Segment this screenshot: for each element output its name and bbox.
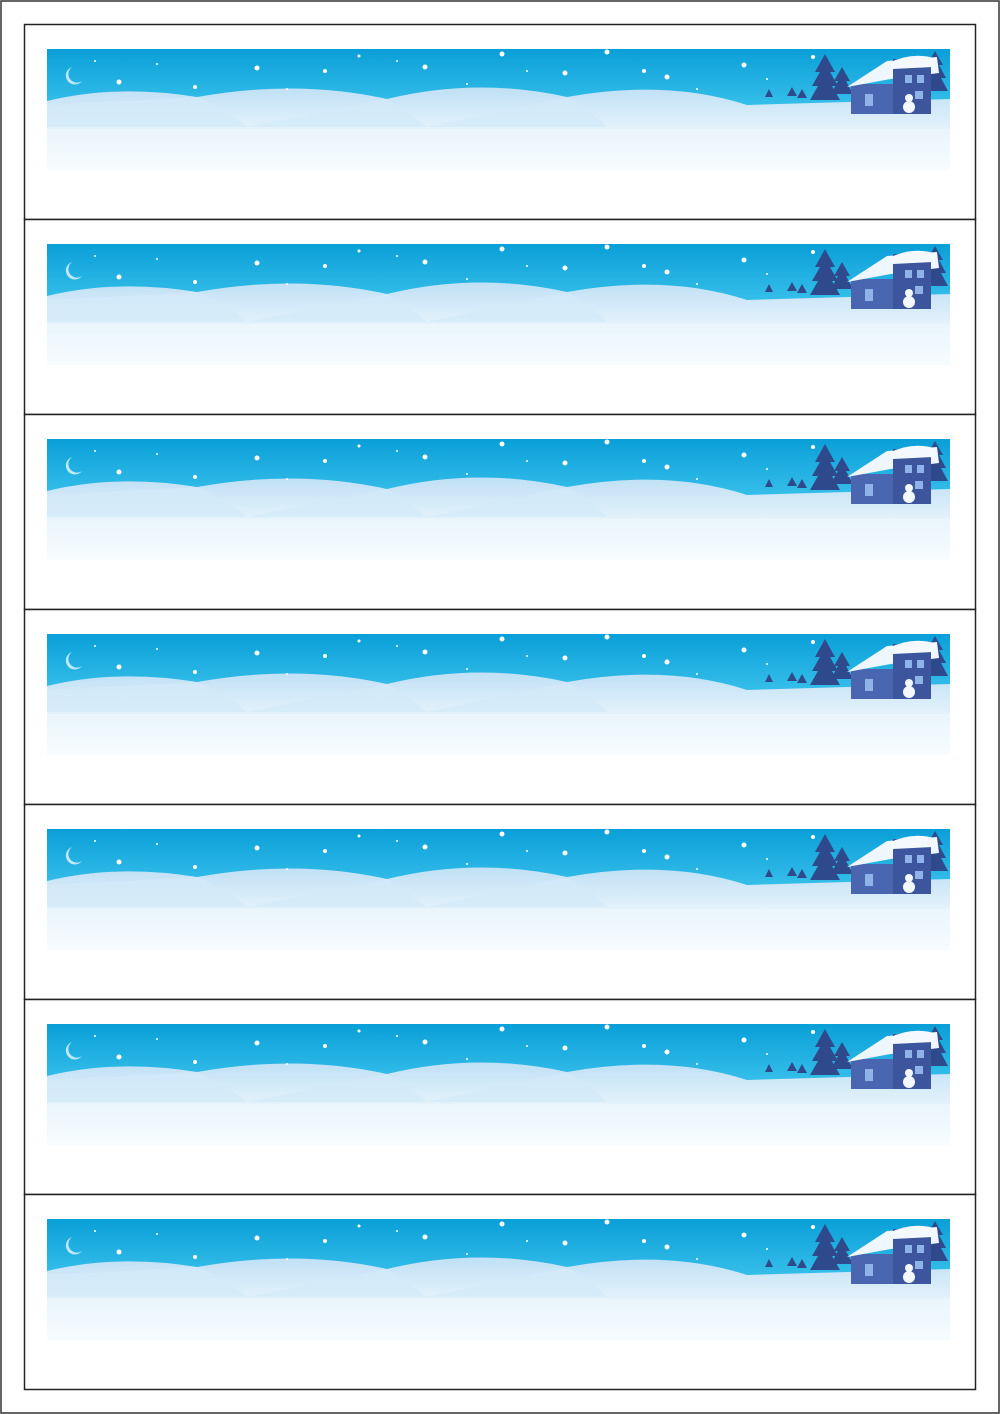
banner xyxy=(47,634,950,755)
banner xyxy=(47,829,950,950)
banner xyxy=(47,49,950,170)
label-sheet xyxy=(23,23,977,1391)
banner xyxy=(47,244,950,365)
banner xyxy=(47,1024,950,1145)
banner xyxy=(47,439,950,560)
banner xyxy=(47,1219,950,1340)
